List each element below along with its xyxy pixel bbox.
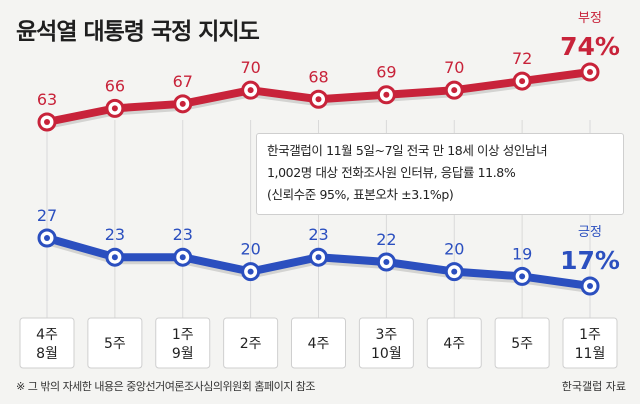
data-point-center (587, 69, 593, 75)
data-point-center (247, 268, 254, 275)
x-tick-label: 4주 (36, 327, 58, 343)
x-tick-label: 1주 (172, 327, 194, 343)
x-tick-label: 4주 (308, 336, 330, 352)
category-box (426, 317, 482, 369)
series-final-value: 17% (560, 246, 620, 275)
category-box (562, 317, 618, 369)
data-point-center (179, 254, 186, 261)
category-box (291, 317, 346, 369)
data-label: 67 (173, 72, 193, 91)
data-label: 23 (308, 225, 328, 244)
survey-note-line: 한국갤럽이 11월 5일~7일 전국 만 18세 이상 성인남녀 (267, 143, 548, 158)
data-point-center (519, 273, 526, 280)
footer-source: 한국갤럽 자료 (561, 380, 626, 393)
data-point-center (315, 96, 322, 103)
survey-note-line: (신뢰수준 95%, 표본오차 ±3.1%p) (267, 187, 454, 202)
category-box (87, 317, 143, 369)
category-box (155, 317, 211, 369)
data-label: 20 (240, 240, 260, 259)
data-point-center (179, 100, 186, 107)
footer-note: ※ 그 밖의 자세한 내용은 중앙선거여론조사심의위원회 홈페이지 참조 (16, 380, 316, 393)
data-label: 70 (444, 58, 464, 77)
data-point-center (519, 78, 526, 85)
data-point-center (111, 254, 118, 261)
data-point-center (383, 259, 390, 265)
data-point-center (587, 283, 593, 289)
category-box (358, 317, 414, 369)
chart-title: 윤석열 대통령 국정 지지도 (16, 19, 260, 45)
x-tick-label: 5주 (104, 336, 126, 352)
x-tick-label: 1주 (579, 327, 601, 343)
survey-note-line: 1,002명 대상 전화조사원 인터뷰, 응답률 11.8% (267, 165, 516, 180)
survey-note-box: 한국갤럽이 11월 5일~7일 전국 만 18세 이상 성인남녀 1,002명 … (256, 133, 624, 215)
data-label: 23 (173, 225, 193, 244)
x-tick-label: 2주 (240, 336, 262, 352)
data-label: 70 (240, 58, 260, 77)
data-point-center (383, 91, 390, 98)
x-tick-sublabel: 10월 (371, 346, 402, 362)
data-label: 68 (308, 67, 328, 86)
data-label: 63 (37, 90, 57, 109)
category-box (494, 317, 550, 369)
data-point-center (451, 268, 458, 275)
category-box (223, 317, 279, 369)
data-point-center (44, 235, 50, 241)
x-tick-sublabel: 8월 (36, 346, 58, 362)
data-label: 66 (105, 76, 125, 95)
series-name-label: 긍정 (578, 225, 602, 240)
data-point-center (44, 119, 50, 125)
x-tick-label: 4주 (443, 336, 465, 352)
data-label: 69 (376, 63, 396, 82)
data-label: 20 (444, 240, 464, 259)
data-label: 22 (376, 230, 396, 249)
x-tick-sublabel: 11월 (575, 346, 606, 362)
data-label: 72 (512, 49, 532, 68)
series-final-value: 74% (560, 32, 620, 61)
data-point-center (451, 87, 458, 94)
series-name-label: 부정 (578, 11, 602, 26)
category-box (19, 317, 75, 369)
x-tick-label: 5주 (511, 336, 533, 352)
data-label: 19 (512, 244, 532, 263)
data-label: 27 (37, 206, 57, 225)
data-label: 23 (105, 225, 125, 244)
x-tick-label: 3주 (375, 327, 397, 343)
x-tick-sublabel: 9월 (172, 346, 194, 362)
data-point-center (247, 87, 254, 94)
data-point-center (111, 105, 118, 112)
data-point-center (315, 254, 322, 261)
